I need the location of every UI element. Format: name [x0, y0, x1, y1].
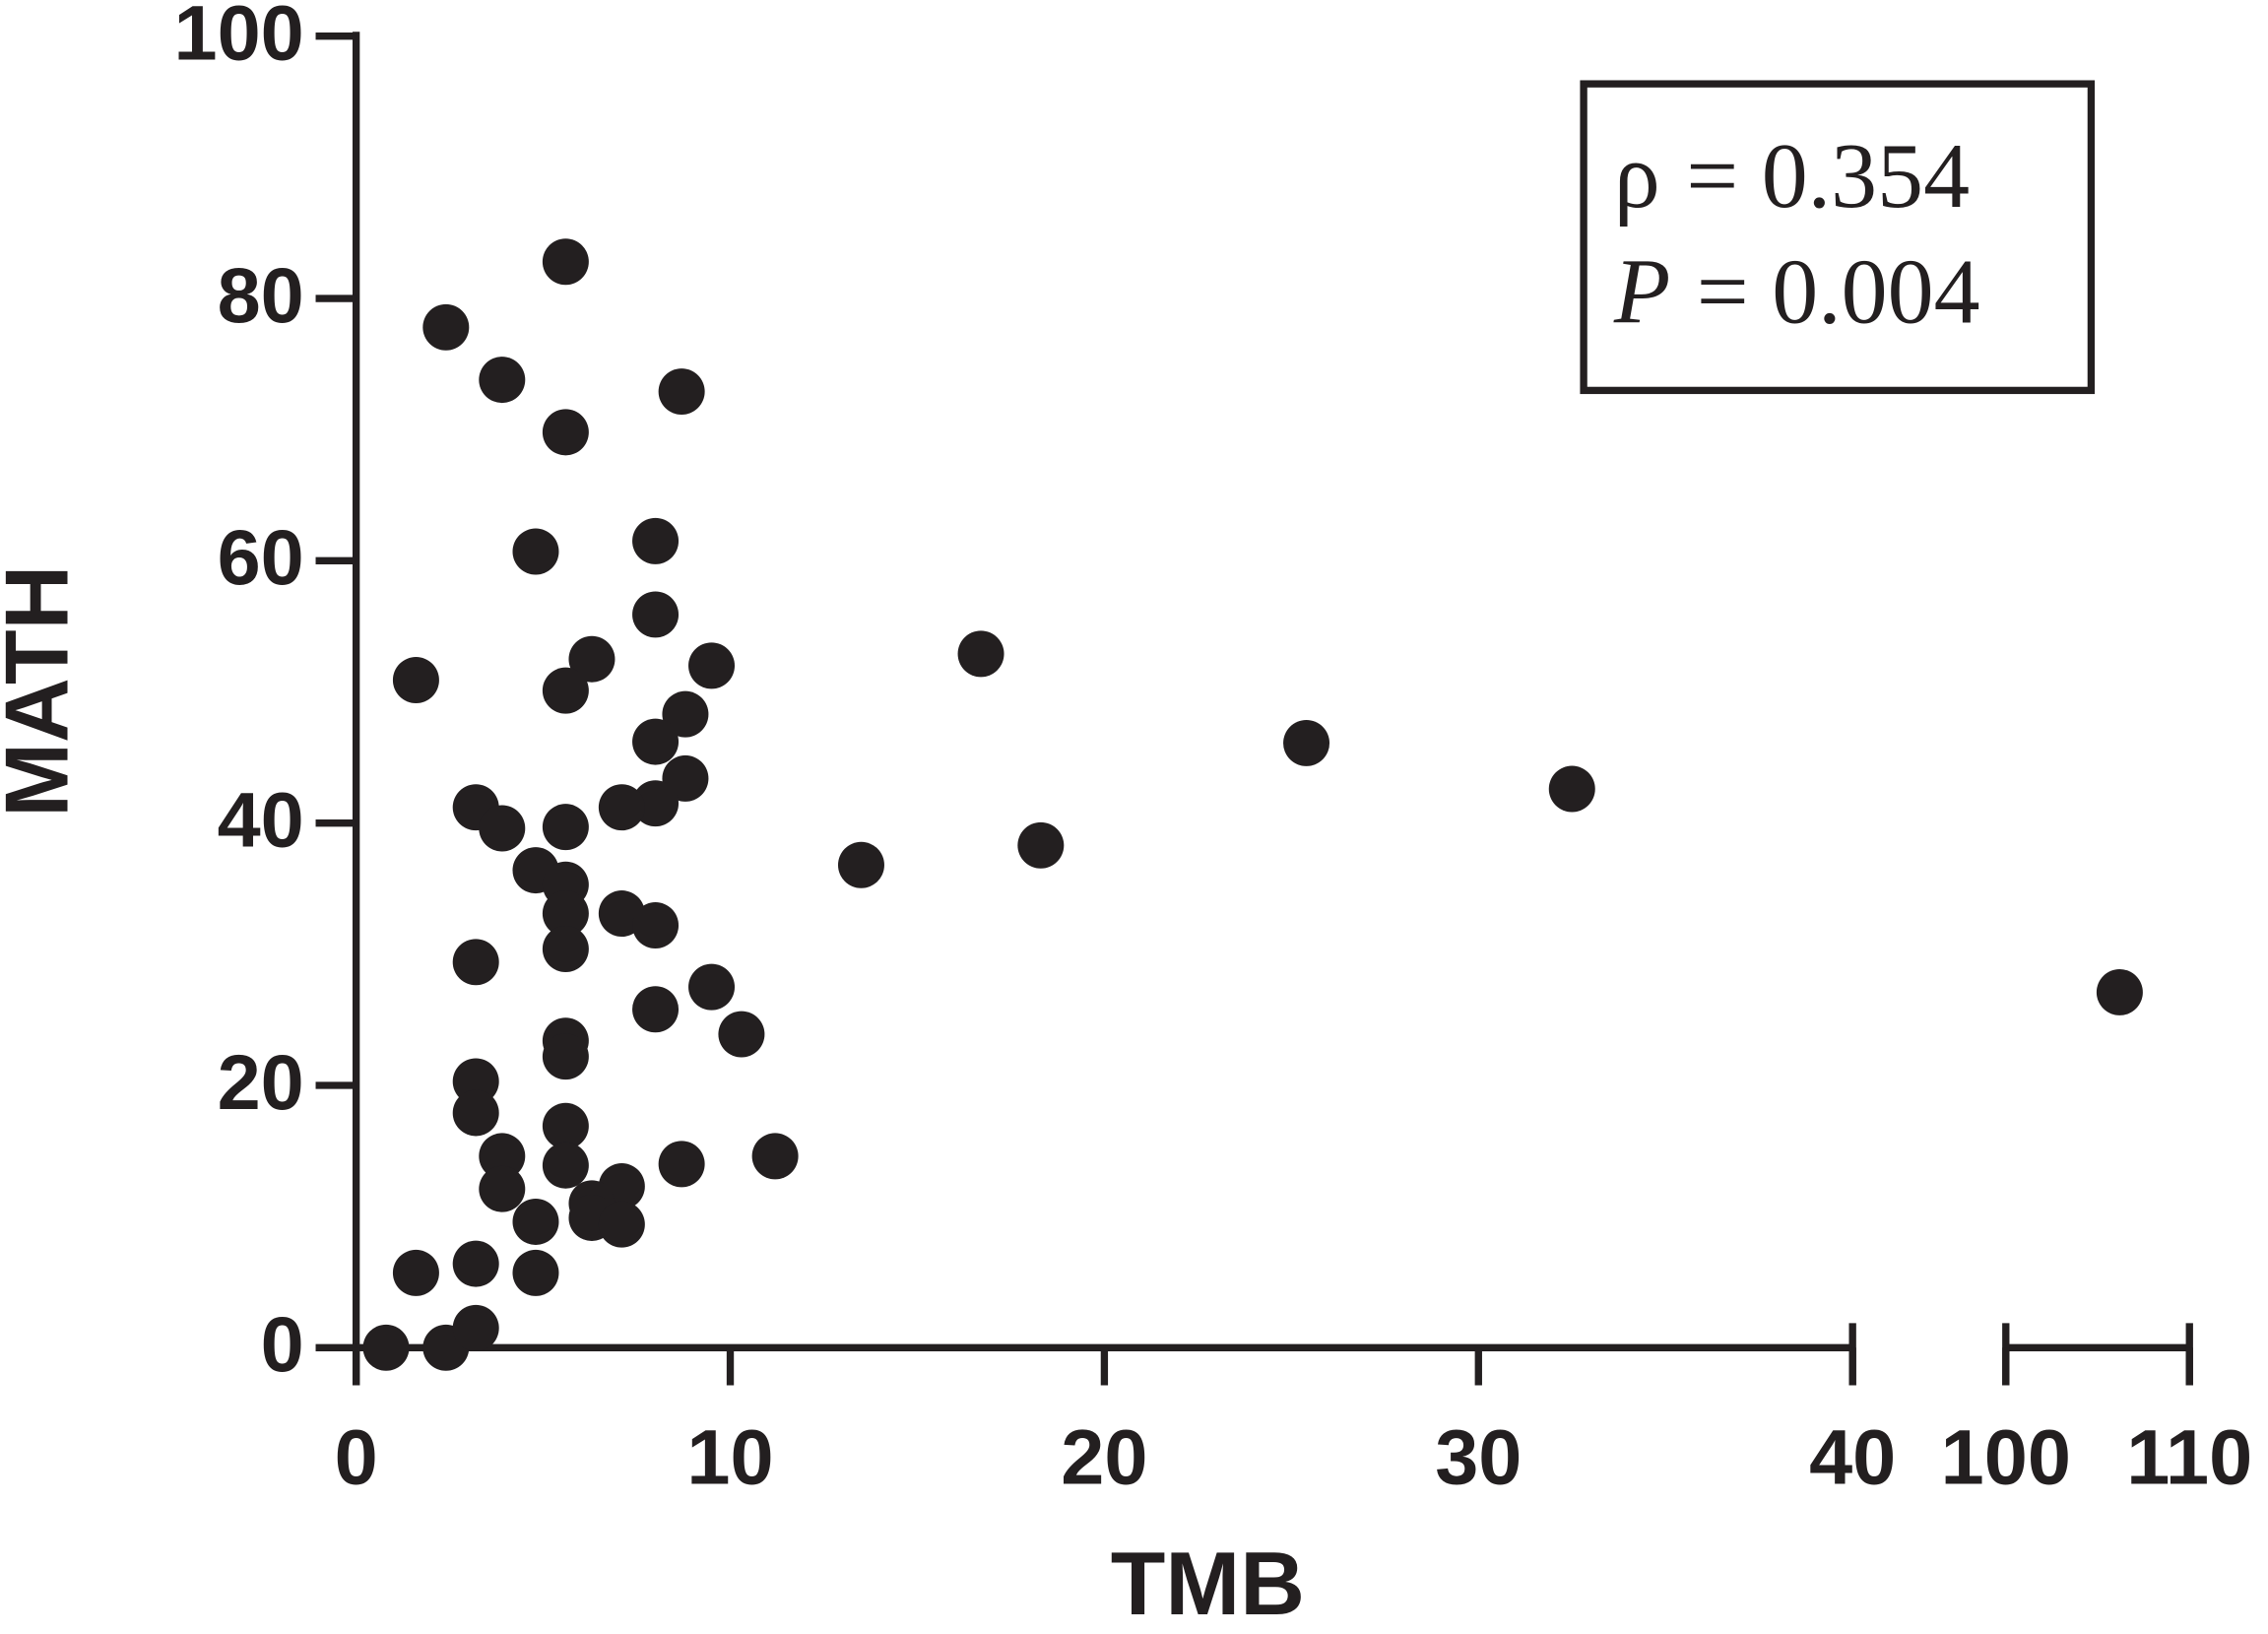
- point: [632, 517, 680, 564]
- point: [452, 1304, 499, 1351]
- point: [718, 1011, 765, 1058]
- annotation-text: = 0.004: [1697, 240, 1980, 343]
- point: [392, 657, 439, 704]
- point: [1283, 719, 1330, 766]
- x-tick-label: 20: [1061, 1413, 1147, 1501]
- point: [632, 902, 680, 949]
- annotation-symbol: P: [1613, 240, 1670, 343]
- point: [542, 890, 589, 938]
- point: [837, 841, 884, 888]
- point: [632, 591, 680, 638]
- point: [542, 409, 589, 456]
- point: [452, 1240, 499, 1287]
- x-tick-label: 10: [686, 1413, 773, 1501]
- annotation: P = 0.004: [1613, 240, 1980, 343]
- point: [1017, 821, 1065, 869]
- point: [957, 630, 1004, 678]
- point: [632, 986, 680, 1033]
- x-tick-label: 100: [1941, 1413, 2071, 1501]
- y-axis-label: MATH: [0, 565, 88, 817]
- point: [568, 635, 616, 683]
- point: [542, 238, 589, 286]
- point: [662, 690, 709, 738]
- point: [479, 357, 526, 404]
- point: [479, 1165, 526, 1212]
- point: [542, 1033, 589, 1080]
- point: [512, 1198, 559, 1245]
- x-tick-label: 30: [1435, 1413, 1522, 1501]
- point: [598, 784, 645, 831]
- y-tick-label: 100: [174, 0, 304, 77]
- point: [542, 1102, 589, 1149]
- y-tick-label: 40: [218, 776, 304, 864]
- point: [392, 1249, 439, 1296]
- annotation: ρ = 0.354: [1614, 124, 1970, 227]
- point: [512, 1249, 559, 1296]
- annotation-text: = 0.354: [1686, 124, 1970, 227]
- point: [2096, 968, 2143, 1015]
- y-tick-label: 0: [261, 1300, 304, 1388]
- point: [479, 1133, 526, 1180]
- point: [479, 805, 526, 852]
- x-tick-label: 40: [1809, 1413, 1896, 1501]
- point: [658, 368, 705, 416]
- y-tick-label: 60: [218, 513, 304, 601]
- annotation-box: [1580, 80, 2096, 395]
- point: [688, 963, 736, 1011]
- point: [362, 1324, 410, 1371]
- point: [542, 667, 589, 714]
- annotation-symbol: ρ: [1614, 124, 1660, 227]
- point: [751, 1133, 799, 1180]
- x-axis-label: TMB: [1111, 1535, 1305, 1634]
- y-tick-label: 80: [218, 251, 304, 339]
- point: [542, 926, 589, 972]
- point: [688, 642, 736, 689]
- point: [512, 528, 559, 575]
- point: [632, 780, 680, 827]
- x-tick-label: 0: [335, 1413, 378, 1501]
- point: [452, 939, 499, 986]
- point: [542, 804, 589, 851]
- x-tick-label: 110: [2126, 1413, 2252, 1501]
- point: [452, 1089, 499, 1137]
- point: [598, 1201, 645, 1248]
- point: [1548, 765, 1595, 813]
- y-tick-label: 20: [218, 1038, 304, 1126]
- point: [658, 1141, 705, 1188]
- point: [632, 718, 680, 765]
- point: [422, 303, 470, 351]
- point: [542, 1142, 589, 1189]
